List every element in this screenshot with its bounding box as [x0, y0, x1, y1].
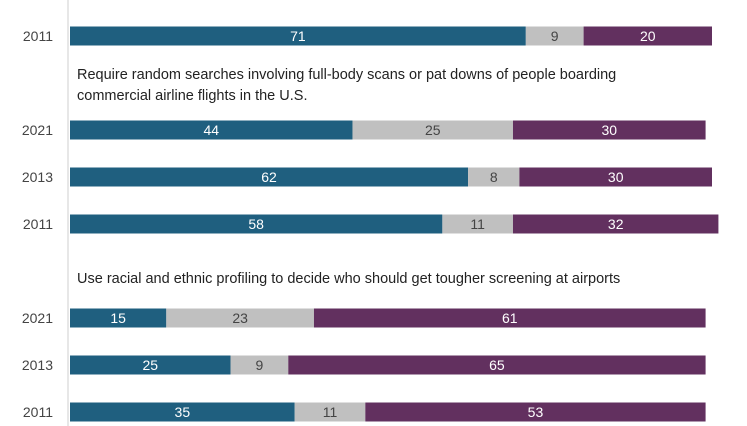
bar-segment [70, 120, 353, 140]
data-label: 11 [470, 216, 485, 232]
data-label: 25 [425, 122, 441, 138]
bar-segment [519, 167, 712, 187]
year-label: 2021 [22, 122, 53, 138]
year-label: 2021 [22, 310, 53, 326]
data-label: 30 [608, 169, 624, 185]
data-label: 15 [110, 310, 126, 326]
data-label: 44 [203, 122, 219, 138]
question-text: commercial airline flights in the U.S. [77, 88, 307, 104]
data-label: 32 [608, 216, 624, 232]
bar-segment [294, 402, 366, 422]
year-label: 2011 [23, 216, 53, 232]
bar-segment [70, 355, 231, 375]
data-label: 9 [255, 357, 263, 373]
question-text: Use racial and ethnic profiling to decid… [77, 271, 620, 287]
data-label: 58 [248, 216, 264, 232]
bar-segment [442, 214, 513, 234]
data-label: 65 [489, 357, 505, 373]
data-label: 23 [232, 310, 248, 326]
data-label: 25 [142, 357, 158, 373]
year-label: 2013 [22, 357, 53, 373]
question-text: Require random searches involving full-b… [77, 67, 616, 83]
bar-segment [525, 26, 584, 46]
bar-segment [70, 26, 526, 46]
data-label: 8 [490, 169, 498, 185]
data-label: 61 [502, 310, 518, 326]
bar-segment [583, 26, 712, 46]
bar-segment [352, 120, 513, 140]
bar-segment [288, 355, 706, 375]
bar-segment [512, 120, 706, 140]
data-label: 9 [551, 28, 559, 44]
bar-segment [70, 402, 295, 422]
data-label: 20 [640, 28, 656, 44]
data-label: 11 [323, 404, 338, 420]
bar-segment [70, 167, 469, 187]
data-label: 35 [175, 404, 191, 420]
bar-segment [365, 402, 706, 422]
year-label: 2013 [22, 169, 53, 185]
data-label: 53 [528, 404, 544, 420]
year-label: 2011 [23, 404, 53, 420]
year-label: 2011 [23, 28, 53, 44]
bar-segment [166, 308, 314, 328]
bar-segment [313, 308, 706, 328]
data-label: 71 [290, 28, 306, 44]
bar-segment [70, 214, 443, 234]
bar-segment [468, 167, 520, 187]
bar-segment [70, 308, 167, 328]
bar-segment [512, 214, 719, 234]
bar-segment [230, 355, 289, 375]
data-label: 62 [261, 169, 277, 185]
data-label: 30 [601, 122, 617, 138]
